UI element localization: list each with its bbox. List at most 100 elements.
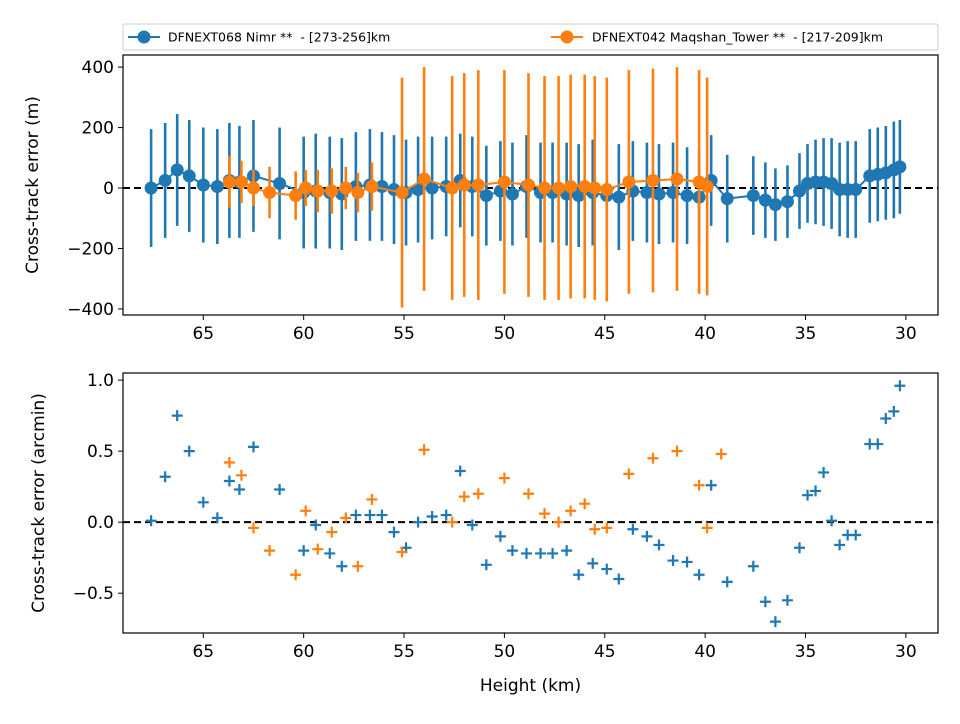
plus-marker xyxy=(247,522,259,534)
data-point xyxy=(395,186,409,200)
top-x-axis-ticks: 65 60 55 50 45 40 35 30 xyxy=(192,315,917,344)
plus-marker xyxy=(472,488,484,500)
plus-marker xyxy=(274,484,286,496)
data-point xyxy=(768,198,782,212)
data-point xyxy=(411,183,425,197)
x-tick-label: 40 xyxy=(694,324,716,344)
data-point xyxy=(646,173,660,187)
bottom-x-axis-ticks: 65 60 55 50 45 40 35 30 xyxy=(192,633,917,662)
legend-entry-maqshan: DFNEXT042 Maqshan_Tower ** - [217-209]km xyxy=(551,30,883,45)
y-tick-label: 400 xyxy=(82,58,114,78)
data-point xyxy=(289,189,303,203)
data-point xyxy=(780,195,794,209)
plus-marker xyxy=(350,509,362,521)
plus-marker xyxy=(647,452,659,464)
plus-marker xyxy=(520,547,532,559)
data-point xyxy=(471,178,485,192)
data-point xyxy=(246,181,260,195)
plus-marker xyxy=(547,547,559,559)
bottom-panel: 65 60 55 50 45 40 35 30 1.0 0.5 0.0 −0.5 Cross-tra… xyxy=(29,371,939,696)
plus-marker xyxy=(613,573,625,585)
data-point xyxy=(588,181,602,195)
plus-marker xyxy=(171,410,183,422)
data-point xyxy=(670,172,684,186)
y-tick-label: 1.0 xyxy=(87,371,114,391)
plus-marker xyxy=(793,542,805,554)
plus-marker xyxy=(426,510,438,522)
y-tick-label: 200 xyxy=(82,119,114,139)
series-nimr xyxy=(145,380,906,628)
plus-marker xyxy=(810,485,822,497)
x-tick-label: 55 xyxy=(393,324,415,344)
data-point xyxy=(758,193,772,207)
bottom-y-axis-label: Cross-track error (arcmin) xyxy=(29,393,49,613)
plus-marker xyxy=(440,509,452,521)
data-point xyxy=(612,190,626,204)
plus-marker xyxy=(653,539,665,551)
plus-marker xyxy=(667,555,679,567)
plus-marker xyxy=(446,516,458,528)
data-point xyxy=(325,184,339,198)
plus-marker xyxy=(587,557,599,569)
top-series-marks xyxy=(144,67,907,308)
plus-marker xyxy=(340,512,352,524)
data-point xyxy=(445,181,459,195)
x-tick-label: 30 xyxy=(895,324,917,344)
plus-marker xyxy=(880,412,892,424)
legend: DFNEXT068 Nimr ** - [273-256]km DFNEXT04… xyxy=(122,23,939,51)
data-point xyxy=(505,187,519,201)
x-tick-label: 50 xyxy=(494,642,516,662)
data-point xyxy=(479,189,493,203)
plus-marker xyxy=(326,526,338,538)
plus-marker xyxy=(223,475,235,487)
x-tick-label: 45 xyxy=(594,642,616,662)
legend-label-nimr: DFNEXT068 Nimr ** - [273-256]km xyxy=(168,30,390,45)
plus-marker xyxy=(894,380,906,392)
plus-marker xyxy=(802,489,814,501)
plus-marker xyxy=(818,466,830,478)
plus-marker xyxy=(601,563,613,575)
plus-marker xyxy=(579,498,591,510)
plus-marker xyxy=(705,479,717,491)
data-point xyxy=(893,160,907,174)
plus-marker xyxy=(480,559,492,571)
data-point xyxy=(652,187,666,201)
plus-marker xyxy=(759,596,771,608)
data-point xyxy=(552,181,566,195)
plus-marker xyxy=(701,522,713,534)
y-tick-label: −0.5 xyxy=(73,584,114,604)
plus-marker xyxy=(681,556,693,568)
data-point xyxy=(170,163,184,177)
plus-marker xyxy=(300,505,312,517)
plus-marker xyxy=(498,472,510,484)
plus-marker xyxy=(364,509,376,521)
plus-marker xyxy=(145,515,157,527)
plus-marker xyxy=(539,508,551,520)
plus-marker xyxy=(376,509,388,521)
y-tick-label: −200 xyxy=(67,239,114,259)
plus-marker xyxy=(627,523,639,535)
plus-marker xyxy=(561,545,573,557)
x-tick-label: 35 xyxy=(795,324,817,344)
data-point xyxy=(640,186,654,200)
top-axes-frame xyxy=(122,54,939,316)
plus-marker xyxy=(573,569,585,581)
data-point xyxy=(700,180,714,194)
x-tick-label: 60 xyxy=(293,642,315,662)
data-point xyxy=(417,172,431,186)
data-point xyxy=(234,175,248,189)
plus-marker xyxy=(693,569,705,581)
data-point xyxy=(680,189,694,203)
data-point xyxy=(210,180,224,194)
data-point xyxy=(849,183,863,197)
plus-marker xyxy=(715,448,727,460)
plus-marker xyxy=(494,530,506,542)
plus-marker xyxy=(396,546,408,558)
top-y-axis-label: Cross-track error (m) xyxy=(23,96,43,274)
plus-marker xyxy=(641,530,653,542)
plus-marker xyxy=(290,569,302,581)
data-point xyxy=(622,175,636,189)
plus-marker xyxy=(310,519,322,531)
y-tick-label: 0.5 xyxy=(87,442,114,462)
y-tick-label: 0.0 xyxy=(87,513,114,533)
